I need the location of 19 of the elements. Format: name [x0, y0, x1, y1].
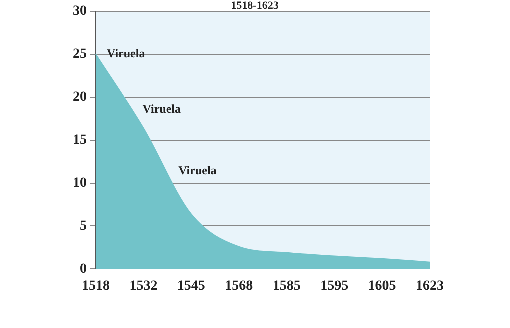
- x-tick-label: 1605: [368, 279, 396, 294]
- x-tick-label: 1595: [320, 279, 349, 294]
- y-tick-label: 15: [73, 132, 87, 148]
- x-tick-label: 1518: [82, 279, 110, 294]
- y-tick-label: 10: [73, 176, 87, 191]
- y-tick-label: 25: [73, 46, 87, 62]
- y-tick-label: 30: [73, 4, 87, 20]
- annotation: Viruela: [178, 163, 217, 178]
- x-tick-label: 1623: [416, 279, 444, 294]
- y-tick-label: 0: [80, 262, 87, 277]
- x-tick-label: 1532: [130, 279, 158, 294]
- x-tick-label: 1545: [177, 279, 206, 294]
- x-tick-label: 1568: [225, 279, 254, 294]
- y-tick-label: 5: [80, 218, 87, 234]
- annotation: Viruela: [107, 46, 146, 60]
- x-tick-label: 1585: [272, 279, 301, 294]
- y-tick-label: 20: [73, 90, 87, 105]
- annotation: Viruela: [142, 102, 182, 116]
- chart-title: 1518-1623: [231, 0, 279, 12]
